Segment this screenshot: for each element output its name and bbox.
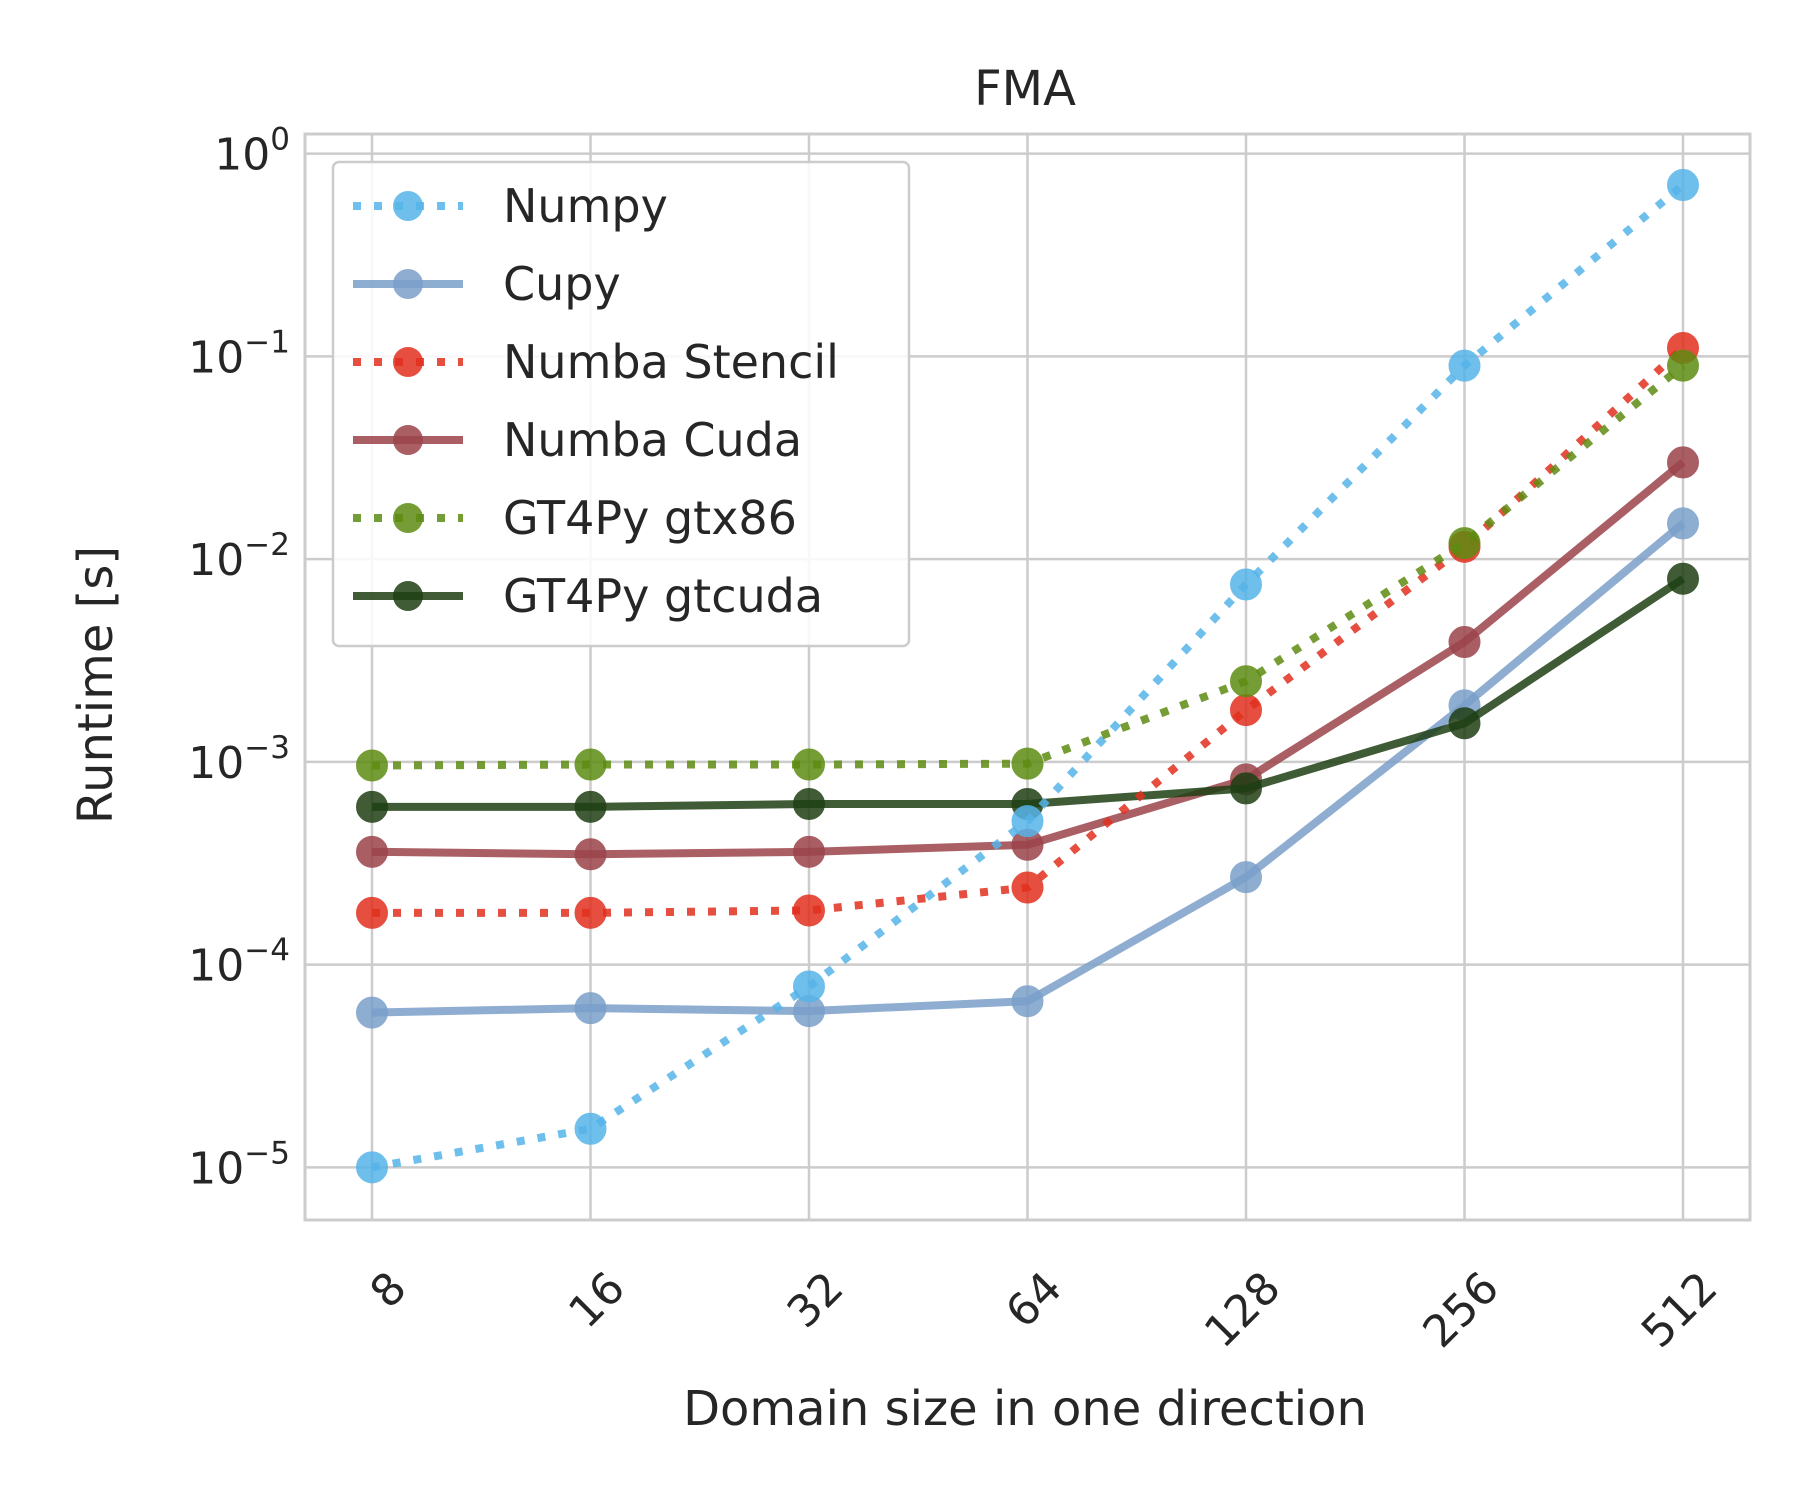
legend-item-gt4py-gtcuda: GT4Py gtcuda [353, 569, 823, 623]
data-point [356, 1151, 388, 1184]
data-point [1667, 562, 1699, 595]
y-tick-labels: 10−5 10−4 10−3 10−2 10−1 100 [188, 122, 290, 1195]
legend-label: Numba Stencil [503, 335, 839, 389]
data-point [1011, 871, 1044, 904]
data-point [356, 749, 388, 782]
legend-marker [393, 581, 423, 611]
y-tick-label: 10−5 [188, 1135, 290, 1194]
y-tick-label: 10−3 [188, 730, 290, 789]
legend-marker [393, 269, 423, 299]
data-point [1230, 772, 1262, 805]
x-tick-label: 16 [559, 1262, 635, 1338]
series-numba-stencil [356, 331, 1699, 929]
data-point [574, 790, 607, 823]
data-point [1011, 985, 1044, 1018]
data-point [1448, 349, 1481, 382]
legend-item-numba-stencil: Numba Stencil [353, 335, 839, 389]
data-point [1230, 694, 1262, 727]
data-point [1230, 568, 1262, 601]
y-tick-label: 100 [214, 122, 290, 181]
legend-item-numba-cuda: Numba Cuda [353, 413, 802, 467]
data-point [356, 790, 388, 823]
x-tick-label: 128 [1195, 1262, 1290, 1357]
data-point [1667, 446, 1699, 479]
data-point [1667, 169, 1699, 202]
data-point [356, 896, 388, 929]
data-point [793, 894, 825, 927]
x-tick-label: 32 [778, 1262, 854, 1338]
legend-item-numpy: Numpy [353, 179, 668, 233]
chart-title: FMA [974, 61, 1076, 117]
y-tick-label: 10−2 [188, 527, 290, 586]
data-point [1230, 665, 1262, 698]
data-point [793, 748, 825, 781]
legend-marker [393, 347, 423, 377]
data-point [1667, 507, 1699, 540]
data-point [793, 835, 825, 868]
data-point [1011, 747, 1044, 780]
y-axis-label: Runtime [s] [68, 546, 124, 824]
legend-label: GT4Py gtcuda [503, 569, 823, 623]
legend-item-cupy: Cupy [353, 257, 621, 311]
series-gt4py-gtx86 [356, 349, 1699, 782]
data-point [793, 787, 825, 820]
plot-frame [303, 132, 1752, 1222]
x-tick-label: 256 [1413, 1262, 1508, 1357]
y-tick-label: 10−1 [188, 324, 290, 383]
y-tick-label: 10−4 [188, 933, 290, 992]
data-point [574, 896, 607, 929]
x-tick-label: 64 [996, 1262, 1072, 1338]
data-point [1230, 861, 1262, 894]
x-tick-labels: 8 16 32 64 128 256 512 [361, 1262, 1728, 1357]
x-tick-label: 8 [361, 1262, 417, 1318]
legend-marker [393, 503, 423, 533]
legend: Numpy Cupy Numba Stencil Numba Cuda GT4Py gt… [331, 160, 911, 648]
x-axis-label: Domain size in one direction [683, 1381, 1367, 1437]
series-numpy [356, 169, 1699, 1184]
data-point [1448, 527, 1481, 560]
data-point [793, 970, 825, 1003]
legend-item-gt4py-gtx86: GT4Py gtx86 [353, 491, 797, 545]
legend-box [331, 160, 911, 648]
data-point [574, 1112, 607, 1145]
x-tick-label: 512 [1632, 1262, 1727, 1357]
data-point [574, 748, 607, 781]
data-point [356, 996, 388, 1029]
data-point [574, 838, 607, 871]
series-layer [356, 169, 1699, 1184]
data-point [1011, 805, 1044, 838]
legend-label: Cupy [503, 257, 621, 311]
legend-label: Numba Cuda [503, 413, 802, 467]
legend-label: GT4Py gtx86 [503, 491, 797, 545]
data-point [356, 835, 388, 868]
legend-marker [393, 425, 423, 455]
legend-marker [393, 191, 423, 221]
data-point [1667, 349, 1699, 382]
legend-label: Numpy [503, 179, 668, 233]
data-point [1448, 626, 1481, 659]
data-point [574, 992, 607, 1025]
data-point [1448, 707, 1481, 740]
